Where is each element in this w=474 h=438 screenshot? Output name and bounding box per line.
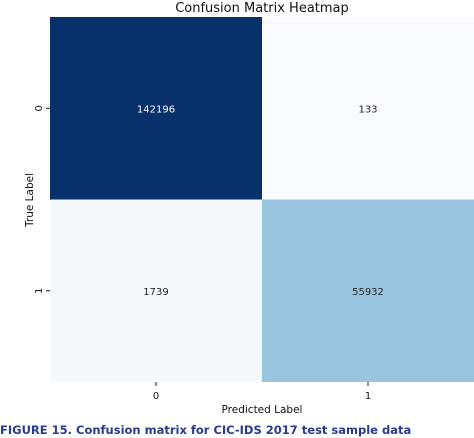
confusion-matrix-heatmap: Confusion Matrix Heatmap 142196 133 1739 55… (24, 1, 474, 416)
heatmap-cell-1-0 (50, 199, 262, 382)
heatmap-cell-1-1 (262, 199, 474, 382)
figure-caption: FIGURE 15. Confusion matrix for CIC-IDS … (0, 423, 412, 437)
x-tick-label-1: 1 (365, 391, 371, 402)
x-axis-label: Predicted Label (222, 404, 303, 416)
cell-value-label-0-1: 133 (358, 104, 377, 115)
heatmap-cell-0-1 (262, 17, 474, 200)
y-axis-label: True Label (24, 173, 36, 228)
y-tick-label-0: 0 (34, 105, 45, 111)
heatmap-cell-0-0 (50, 17, 262, 200)
x-tick-label-0: 0 (153, 391, 159, 402)
cell-value-label-1-1: 55932 (352, 287, 384, 298)
y-tick-label-1: 1 (34, 288, 45, 294)
cell-value-label-1-0: 1739 (143, 287, 168, 298)
chart-title: Confusion Matrix Heatmap (175, 1, 349, 16)
axis-ticks: 0 1 0 1 (34, 105, 371, 402)
cell-value-label-0-0: 142196 (137, 104, 175, 115)
heatmap-cells: 142196 133 1739 55932 (50, 17, 474, 382)
